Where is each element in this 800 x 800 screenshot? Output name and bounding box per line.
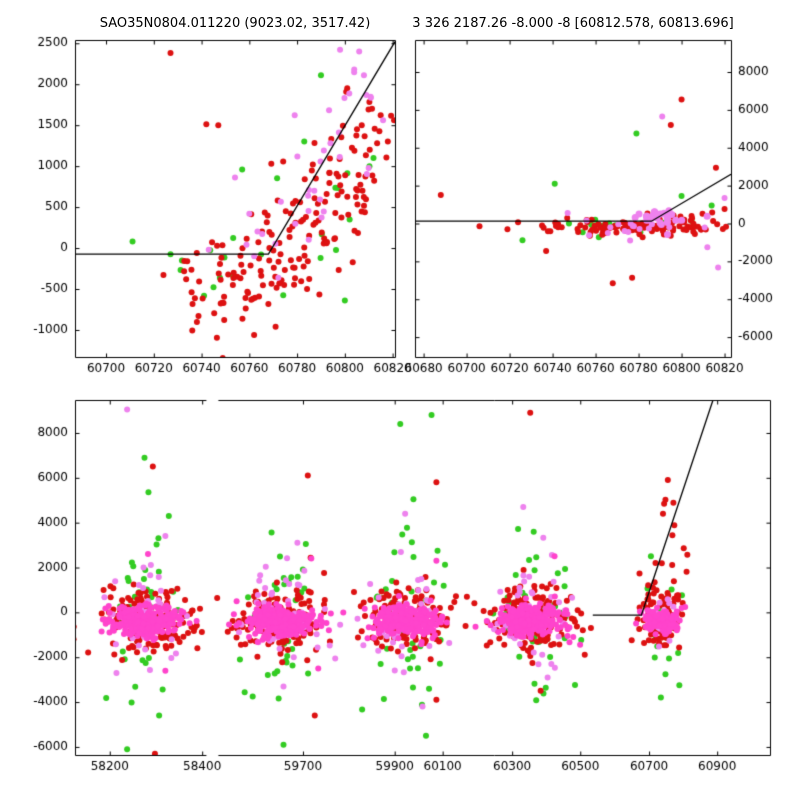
chart-title-top-left: SAO35N0804.011220 (9023.02, 3517.42) xyxy=(99,16,371,31)
chart-title-top-right: 3 326 2187.26 -8.000 -8 [60812.578, 6081… xyxy=(412,16,734,31)
